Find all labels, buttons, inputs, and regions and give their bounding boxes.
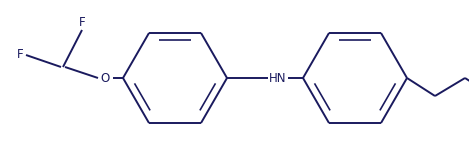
Text: F: F	[17, 48, 23, 62]
Text: HN: HN	[269, 72, 287, 84]
Text: O: O	[100, 72, 110, 84]
Text: F: F	[79, 15, 85, 28]
